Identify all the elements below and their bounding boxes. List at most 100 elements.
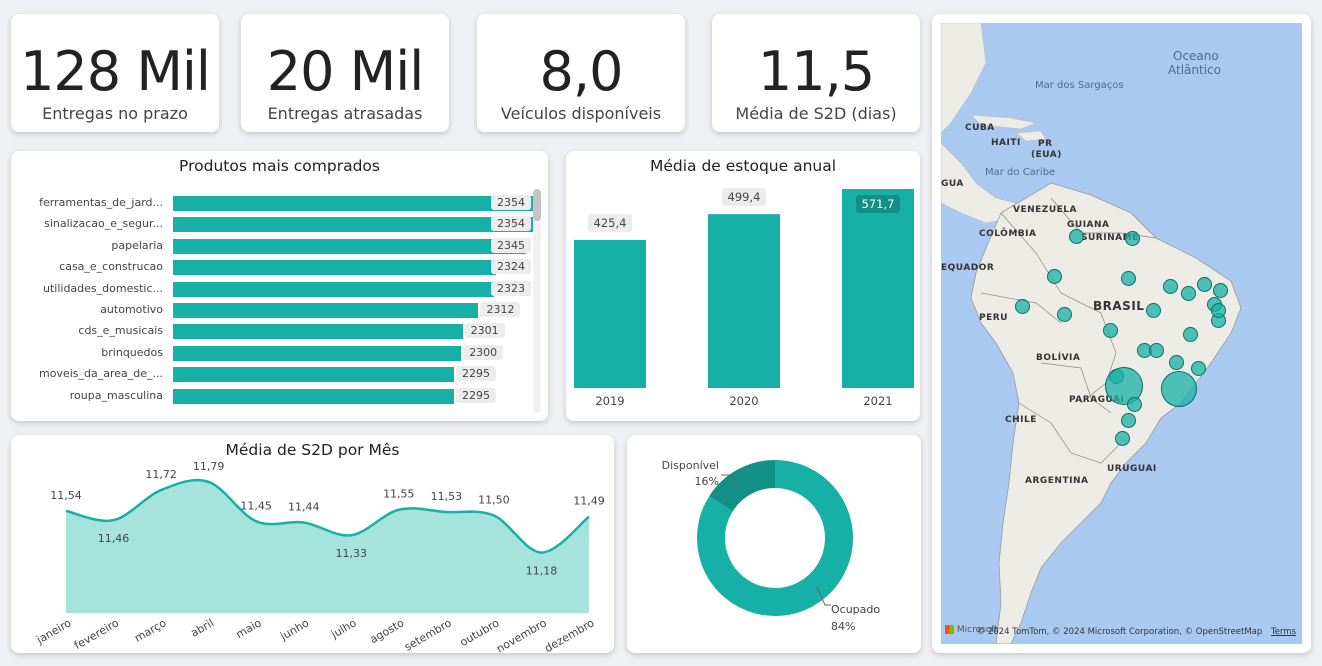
- map-label-country: ARGENTINA: [1025, 476, 1089, 486]
- map-bubble[interactable]: [1047, 269, 1062, 284]
- map-label-country: SURINAME: [1081, 233, 1139, 243]
- map-bubble[interactable]: [1146, 303, 1161, 318]
- x-tick-label: novembro: [494, 616, 549, 653]
- map-bubble[interactable]: [1057, 307, 1072, 322]
- vehicles-donut-card: Disponível 16% Ocupado 84%: [627, 435, 921, 653]
- map-bubble[interactable]: [1121, 413, 1136, 428]
- map-canvas[interactable]: Oceano Atlântico Mar dos Sargaços Mar do…: [941, 23, 1302, 644]
- data-label: 11,45: [240, 499, 272, 512]
- kpi-value: 8,0: [539, 40, 624, 103]
- bar-value-label: 425,4: [594, 216, 627, 230]
- bar[interactable]: [173, 260, 496, 276]
- scrollbar-thumb[interactable]: [533, 189, 541, 221]
- x-tick-label: agosto: [368, 616, 407, 646]
- map-label-country: HAITI: [991, 138, 1021, 148]
- bar-value-label: 2300: [463, 344, 504, 360]
- kpi-card-vehicles: 8,0 Veículos disponíveis: [477, 14, 685, 132]
- s2d-chart-card: Média de S2D por Mês 11,54 janeiro 11,46 fe…: [11, 435, 614, 653]
- map-bubble[interactable]: [1213, 283, 1228, 298]
- land-shapes: [941, 23, 1242, 644]
- s2d-chart: 11,54 janeiro 11,46 fevereiro 11,72 março 11,7…: [34, 460, 605, 653]
- map-label-country: (EUA): [1031, 150, 1062, 160]
- map-bubble[interactable]: [1069, 229, 1084, 244]
- data-label: 11,33: [336, 547, 368, 560]
- map-label-country: BOLÍVIA: [1036, 353, 1081, 363]
- data-label: 11,46: [98, 532, 130, 545]
- x-tick-label: março: [132, 616, 169, 645]
- bar[interactable]: [173, 388, 454, 404]
- kpi-label: Entregas atrasadas: [267, 104, 423, 123]
- bar[interactable]: [173, 367, 454, 383]
- map-label-ocean: Atlântico: [1168, 63, 1221, 77]
- bar-value-label: 2312: [480, 302, 521, 317]
- map-bubble[interactable]: [1183, 327, 1198, 342]
- map-label-country: URUGUAI: [1107, 464, 1157, 474]
- map-bubble[interactable]: [1015, 299, 1030, 314]
- kpi-label: Entregas no prazo: [42, 104, 188, 123]
- map-bubble[interactable]: [1127, 397, 1142, 412]
- bar-category-label: brinquedos: [101, 345, 163, 359]
- map-bubble[interactable]: [1163, 279, 1178, 294]
- bar-value-bg: [856, 195, 900, 213]
- map-bubble[interactable]: [1197, 277, 1212, 292]
- kpi-label: Veículos disponíveis: [500, 104, 662, 123]
- bar: [842, 189, 914, 388]
- bar[interactable]: [173, 303, 479, 318]
- map-bubble[interactable]: [1181, 286, 1196, 301]
- map-bubble[interactable]: [1169, 355, 1184, 370]
- bar-value-label: 2354: [491, 216, 531, 232]
- kpi-card-s2d: 11,5 Média de S2D (dias): [712, 14, 920, 132]
- map-bubble[interactable]: [1115, 431, 1130, 446]
- series-line: [65, 478, 590, 554]
- bar-value-label: 2354: [491, 195, 531, 210]
- map-bubble[interactable]: [1211, 303, 1226, 318]
- bar[interactable]: [173, 196, 539, 211]
- bar-value-label: 2324: [491, 259, 531, 275]
- bar[interactable]: [173, 238, 527, 254]
- bar-value-label: 2323: [491, 280, 531, 296]
- scrollbar[interactable]: [533, 189, 541, 413]
- map-label-country: COLÔMBIA: [979, 229, 1037, 239]
- map-bubble[interactable]: [1125, 231, 1140, 246]
- x-tick-label: setembro: [402, 616, 454, 653]
- map-bubble[interactable]: [1103, 323, 1118, 338]
- data-label: 11,18: [526, 565, 558, 578]
- map-label-country: PARAGUAI: [1069, 395, 1125, 405]
- map-bubble[interactable]: [1191, 361, 1206, 376]
- map-label-sea: Mar dos Sargaços: [1035, 80, 1124, 91]
- bar-value-label: 571,7: [862, 197, 895, 211]
- attribution-text: © 2024 TomTom, © 2024 Microsoft Corporat…: [976, 627, 1263, 637]
- kpi-value: 128 Mil: [20, 40, 211, 103]
- bar[interactable]: [173, 281, 495, 297]
- map-label-country: BRASIL: [1093, 299, 1145, 313]
- map-bubble[interactable]: [1149, 343, 1164, 358]
- bar-category-label: casa_e_construcao: [59, 260, 163, 274]
- map-label-country: CHILE: [1005, 415, 1037, 425]
- chart-title: Produtos mais comprados: [179, 157, 380, 175]
- map-bubble[interactable]: [1105, 367, 1143, 405]
- x-tick-label: maio: [234, 616, 264, 641]
- bar[interactable]: [173, 217, 539, 233]
- stock-chart: 425,4 2019 499,4 2020 571,7 2021: [574, 188, 914, 408]
- map-label-country: VENEZUELA: [1013, 205, 1077, 215]
- donut-chart: Disponível 16% Ocupado 84%: [662, 459, 881, 633]
- data-label: 11,72: [145, 468, 177, 481]
- bar-category-label: roupa_masculina: [69, 388, 163, 402]
- products-chart-card: Produtos mais comprados ferramentas_de_j…: [11, 151, 548, 421]
- map-attribution: © 2024 TomTom, © 2024 Microsoft Corporat…: [977, 627, 1296, 637]
- terms-link[interactable]: Terms: [1270, 627, 1296, 637]
- data-label: 11,50: [478, 494, 510, 507]
- bar[interactable]: [173, 345, 462, 361]
- bar[interactable]: [173, 324, 463, 340]
- data-label: 11,79: [193, 460, 225, 473]
- kpi-card-late: 20 Mil Entregas atrasadas: [241, 14, 449, 132]
- kpi-value: 11,5: [757, 40, 875, 103]
- slice-percent-label: 16%: [695, 475, 719, 488]
- stock-chart-card: Média de estoque anual 425,4 2019 499,4 202…: [566, 151, 920, 421]
- bar-category-label: papelaria: [111, 238, 163, 252]
- map-bubble[interactable]: [1121, 271, 1136, 286]
- data-label: 11,54: [50, 489, 82, 502]
- map-bubble[interactable]: [1161, 371, 1197, 407]
- map-label-country: GUA: [941, 179, 964, 189]
- map-label-country: CUBA: [965, 123, 995, 133]
